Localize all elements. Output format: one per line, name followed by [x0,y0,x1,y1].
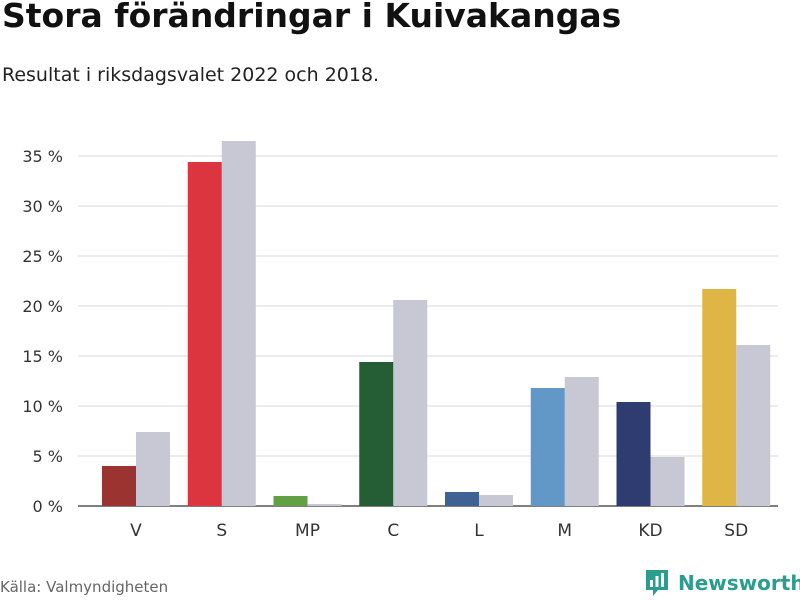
x-tick-label: L [474,521,484,541]
bar-2018 [307,504,342,506]
bar-2022 [530,388,565,506]
chart-subtitle: Resultat i riksdagsvalet 2022 och 2018. [2,64,380,86]
y-tick-label: 0 % [33,497,63,516]
y-tick-label: 20 % [22,297,63,316]
x-tick-label: V [130,521,142,541]
bar-2018 [221,141,256,506]
brand-logo[interactable]: Newsworthy [644,568,800,598]
y-tick-label: 5 % [33,447,63,466]
bar-2022 [102,466,136,506]
bar-2022 [359,362,394,506]
x-tick-label: C [387,521,399,541]
y-tick-label: 30 % [22,197,63,216]
x-tick-label: SD [724,521,748,541]
bar-2022 [273,496,308,506]
x-tick-label: KD [638,521,662,541]
bar-2018 [136,432,170,506]
bar-2022 [702,289,737,506]
bar-2018 [650,457,685,506]
bar-2022 [616,402,651,506]
bar-2022 [187,162,222,506]
source-note: Källa: Valmyndigheten [0,578,169,596]
x-tick-label: S [216,521,227,541]
bar-chart: 0 % 5 % 10 % 15 % 20 % 25 % 30 % 35 % V S MP C L M KD S… [22,141,778,541]
y-tick-label: 35 % [22,147,63,166]
brand-name: Newsworthy [678,571,800,595]
bar-2018 [393,300,428,506]
x-tick-label: M [557,521,572,541]
x-tick-label: MP [295,521,320,541]
bar-2022 [445,492,479,506]
bar-chart-logo-icon [646,570,668,596]
y-tick-label: 15 % [22,347,63,366]
bar-2018 [479,495,513,506]
y-tick-label: 10 % [22,397,63,416]
bar-2018 [736,345,771,506]
chart-title: Stora förändringar i Kuivakangas [2,0,622,35]
bar-2018 [564,377,599,506]
y-tick-label: 25 % [22,247,63,266]
